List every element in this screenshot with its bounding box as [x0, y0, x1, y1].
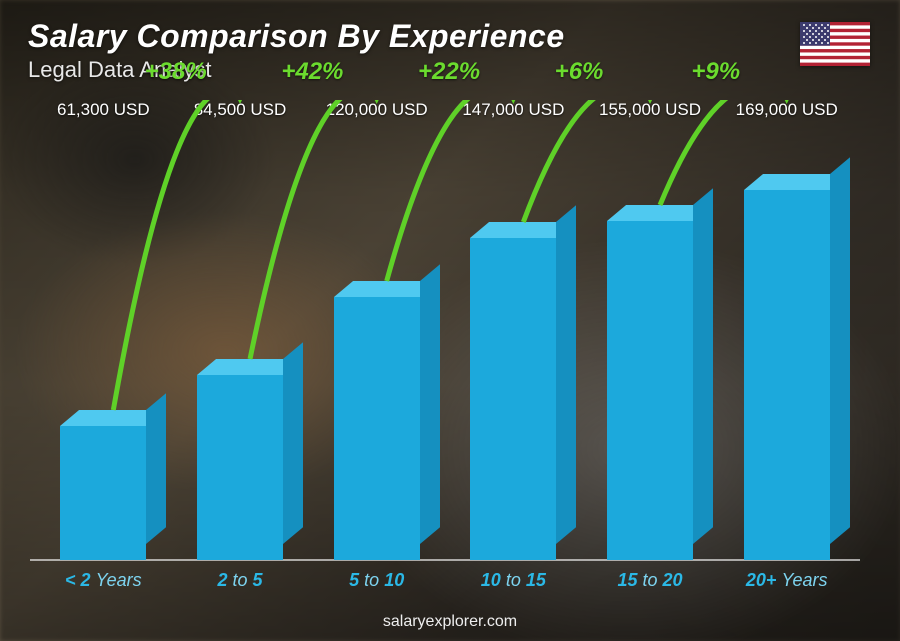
bar-category-label: 15 to 20: [617, 570, 682, 591]
bar-value-label: 120,000 USD: [326, 100, 428, 120]
bar-group: 169,000 USD 20+ Years: [723, 100, 850, 591]
salary-bar-chart: 61,300 USD < 2 Years 84,500 USD 2 to 5 120,0…: [40, 100, 850, 591]
country-flag-icon: [800, 22, 870, 66]
pct-increase-label: +6%: [555, 58, 604, 86]
page-title: Salary Comparison By Experience: [28, 18, 565, 55]
bar: [60, 426, 146, 560]
bar-group: 61,300 USD < 2 Years: [40, 100, 167, 591]
pct-increase-label: +22%: [418, 58, 480, 86]
bar-group: 147,000 USD 10 to 15: [450, 100, 577, 591]
bar-value-label: 155,000 USD: [599, 100, 701, 120]
pct-increase-label: +42%: [281, 58, 343, 86]
bar: [744, 190, 830, 560]
bar: [607, 221, 693, 560]
bar: [334, 297, 420, 560]
bar-category-label: 2 to 5: [217, 570, 262, 591]
bar: [470, 238, 556, 560]
bar-category-label: 20+ Years: [746, 570, 828, 591]
bar-group: 155,000 USD 15 to 20: [587, 100, 714, 591]
pct-increase-label: +38%: [145, 58, 207, 86]
bar-group: 120,000 USD 5 to 10: [313, 100, 440, 591]
bar-group: 84,500 USD 2 to 5: [177, 100, 304, 591]
bar-category-label: < 2 Years: [65, 570, 142, 591]
bar-value-label: 147,000 USD: [462, 100, 564, 120]
footer-credit: salaryexplorer.com: [0, 613, 900, 631]
pct-increase-label: +9%: [691, 58, 740, 86]
bar-category-label: 10 to 15: [481, 570, 546, 591]
bar: [197, 375, 283, 560]
bar-value-label: 169,000 USD: [736, 100, 838, 120]
bar-value-label: 84,500 USD: [194, 100, 287, 120]
bar-category-label: 5 to 10: [349, 570, 404, 591]
bar-value-label: 61,300 USD: [57, 100, 150, 120]
